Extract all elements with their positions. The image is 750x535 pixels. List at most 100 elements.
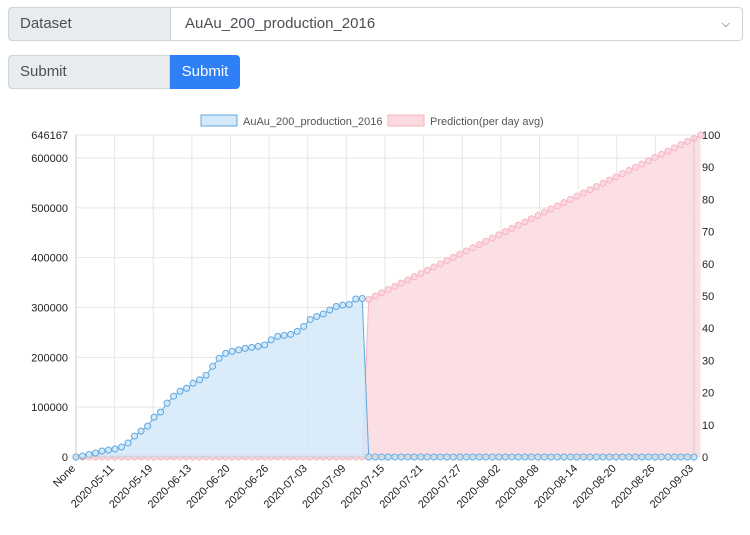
- data-point: [488, 453, 496, 461]
- data-point: [345, 301, 353, 309]
- y-left-tick-label: 100000: [31, 402, 68, 414]
- data-point: [560, 453, 568, 461]
- data-point: [300, 322, 308, 330]
- data-point: [254, 453, 262, 461]
- data-point: [202, 371, 210, 379]
- y-right-tick-label: 90: [702, 162, 714, 174]
- data-point: [248, 453, 256, 461]
- data-point: [92, 449, 100, 457]
- data-point: [222, 349, 230, 357]
- data-point: [664, 147, 672, 155]
- data-point: [150, 413, 158, 421]
- chevron-down-icon: ⌵: [721, 18, 730, 30]
- data-point: [527, 215, 535, 223]
- dataset-row: Dataset AuAu_200_production_2016 ⌵: [8, 7, 743, 41]
- data-point: [534, 212, 542, 219]
- legend-label: Prediction(per day avg): [430, 116, 544, 128]
- data-point: [586, 453, 594, 461]
- data-point: [475, 453, 483, 461]
- data-point: [527, 453, 535, 461]
- data-point: [261, 341, 269, 349]
- data-point: [79, 453, 87, 461]
- data-point: [462, 453, 470, 461]
- data-point: [417, 453, 425, 461]
- data-point: [456, 453, 464, 461]
- data-point: [202, 453, 210, 461]
- chart-legend: AuAu_200_production_2016 Prediction(per d…: [200, 114, 544, 128]
- data-point: [287, 453, 295, 461]
- data-point: [469, 244, 477, 252]
- data-point: [534, 453, 542, 461]
- data-point: [631, 163, 639, 171]
- data-point: [391, 453, 399, 461]
- data-point: [508, 224, 516, 232]
- data-point: [664, 453, 672, 461]
- data-point: [430, 453, 438, 461]
- data-point: [157, 453, 165, 461]
- submit-button[interactable]: Submit: [170, 55, 240, 89]
- data-point: [482, 453, 490, 461]
- data-point: [365, 453, 373, 461]
- data-point: [462, 247, 470, 255]
- submit-row: Submit Submit: [8, 55, 240, 89]
- data-point: [599, 453, 607, 461]
- data-point: [436, 453, 444, 461]
- data-point: [618, 453, 626, 461]
- data-point: [183, 384, 191, 392]
- legend-swatch: [200, 114, 238, 127]
- data-point: [410, 453, 418, 461]
- data-point: [378, 289, 386, 297]
- data-point: [118, 453, 126, 461]
- data-point: [612, 173, 620, 181]
- data-point: [651, 154, 659, 162]
- data-point: [352, 453, 360, 461]
- data-point: [111, 445, 119, 453]
- data-point: [612, 453, 620, 461]
- data-point: [170, 453, 178, 461]
- data-point: [449, 253, 457, 261]
- data-point: [215, 453, 223, 461]
- data-point: [280, 331, 288, 339]
- y-left-tick-label: 300000: [31, 303, 68, 315]
- y-left-tick-label: 200000: [31, 352, 68, 364]
- data-point: [241, 453, 249, 461]
- x-tick-label: 2020-08-08: [493, 463, 541, 511]
- dataset-select[interactable]: AuAu_200_production_2016 ⌵: [171, 7, 743, 41]
- x-tick-label: 2020-06-20: [184, 463, 232, 511]
- y-left-tick-label: 400000: [31, 253, 68, 265]
- data-point: [573, 192, 581, 200]
- data-point: [397, 453, 405, 461]
- data-point: [410, 273, 418, 281]
- data-point: [618, 170, 626, 178]
- data-point: [625, 453, 633, 461]
- data-point: [592, 183, 600, 191]
- data-point: [482, 237, 490, 245]
- data-point: [651, 453, 659, 461]
- data-point: [319, 453, 327, 461]
- data-point: [371, 292, 379, 300]
- data-point: [657, 150, 665, 158]
- x-tick-label: 2020-05-19: [107, 463, 155, 511]
- data-point: [72, 453, 80, 461]
- data-point: [274, 453, 282, 461]
- data-point: [339, 453, 347, 461]
- data-point: [521, 453, 529, 461]
- data-point: [566, 195, 574, 203]
- data-point: [365, 295, 373, 303]
- x-tick-label: 2020-07-21: [377, 463, 425, 511]
- data-point: [293, 327, 301, 335]
- data-point: [118, 443, 126, 451]
- data-point: [521, 218, 529, 226]
- data-point: [274, 332, 282, 340]
- data-point: [144, 422, 152, 430]
- data-point: [430, 263, 438, 271]
- data-point: [196, 376, 204, 384]
- y-left-tick-label: 600000: [31, 153, 68, 165]
- data-point: [248, 343, 256, 351]
- data-point: [501, 453, 509, 461]
- y-left-tick-label: 500000: [31, 203, 68, 215]
- y-right-tick-label: 100: [702, 130, 720, 142]
- data-point: [326, 306, 334, 314]
- data-point: [176, 387, 184, 395]
- data-point: [644, 157, 652, 165]
